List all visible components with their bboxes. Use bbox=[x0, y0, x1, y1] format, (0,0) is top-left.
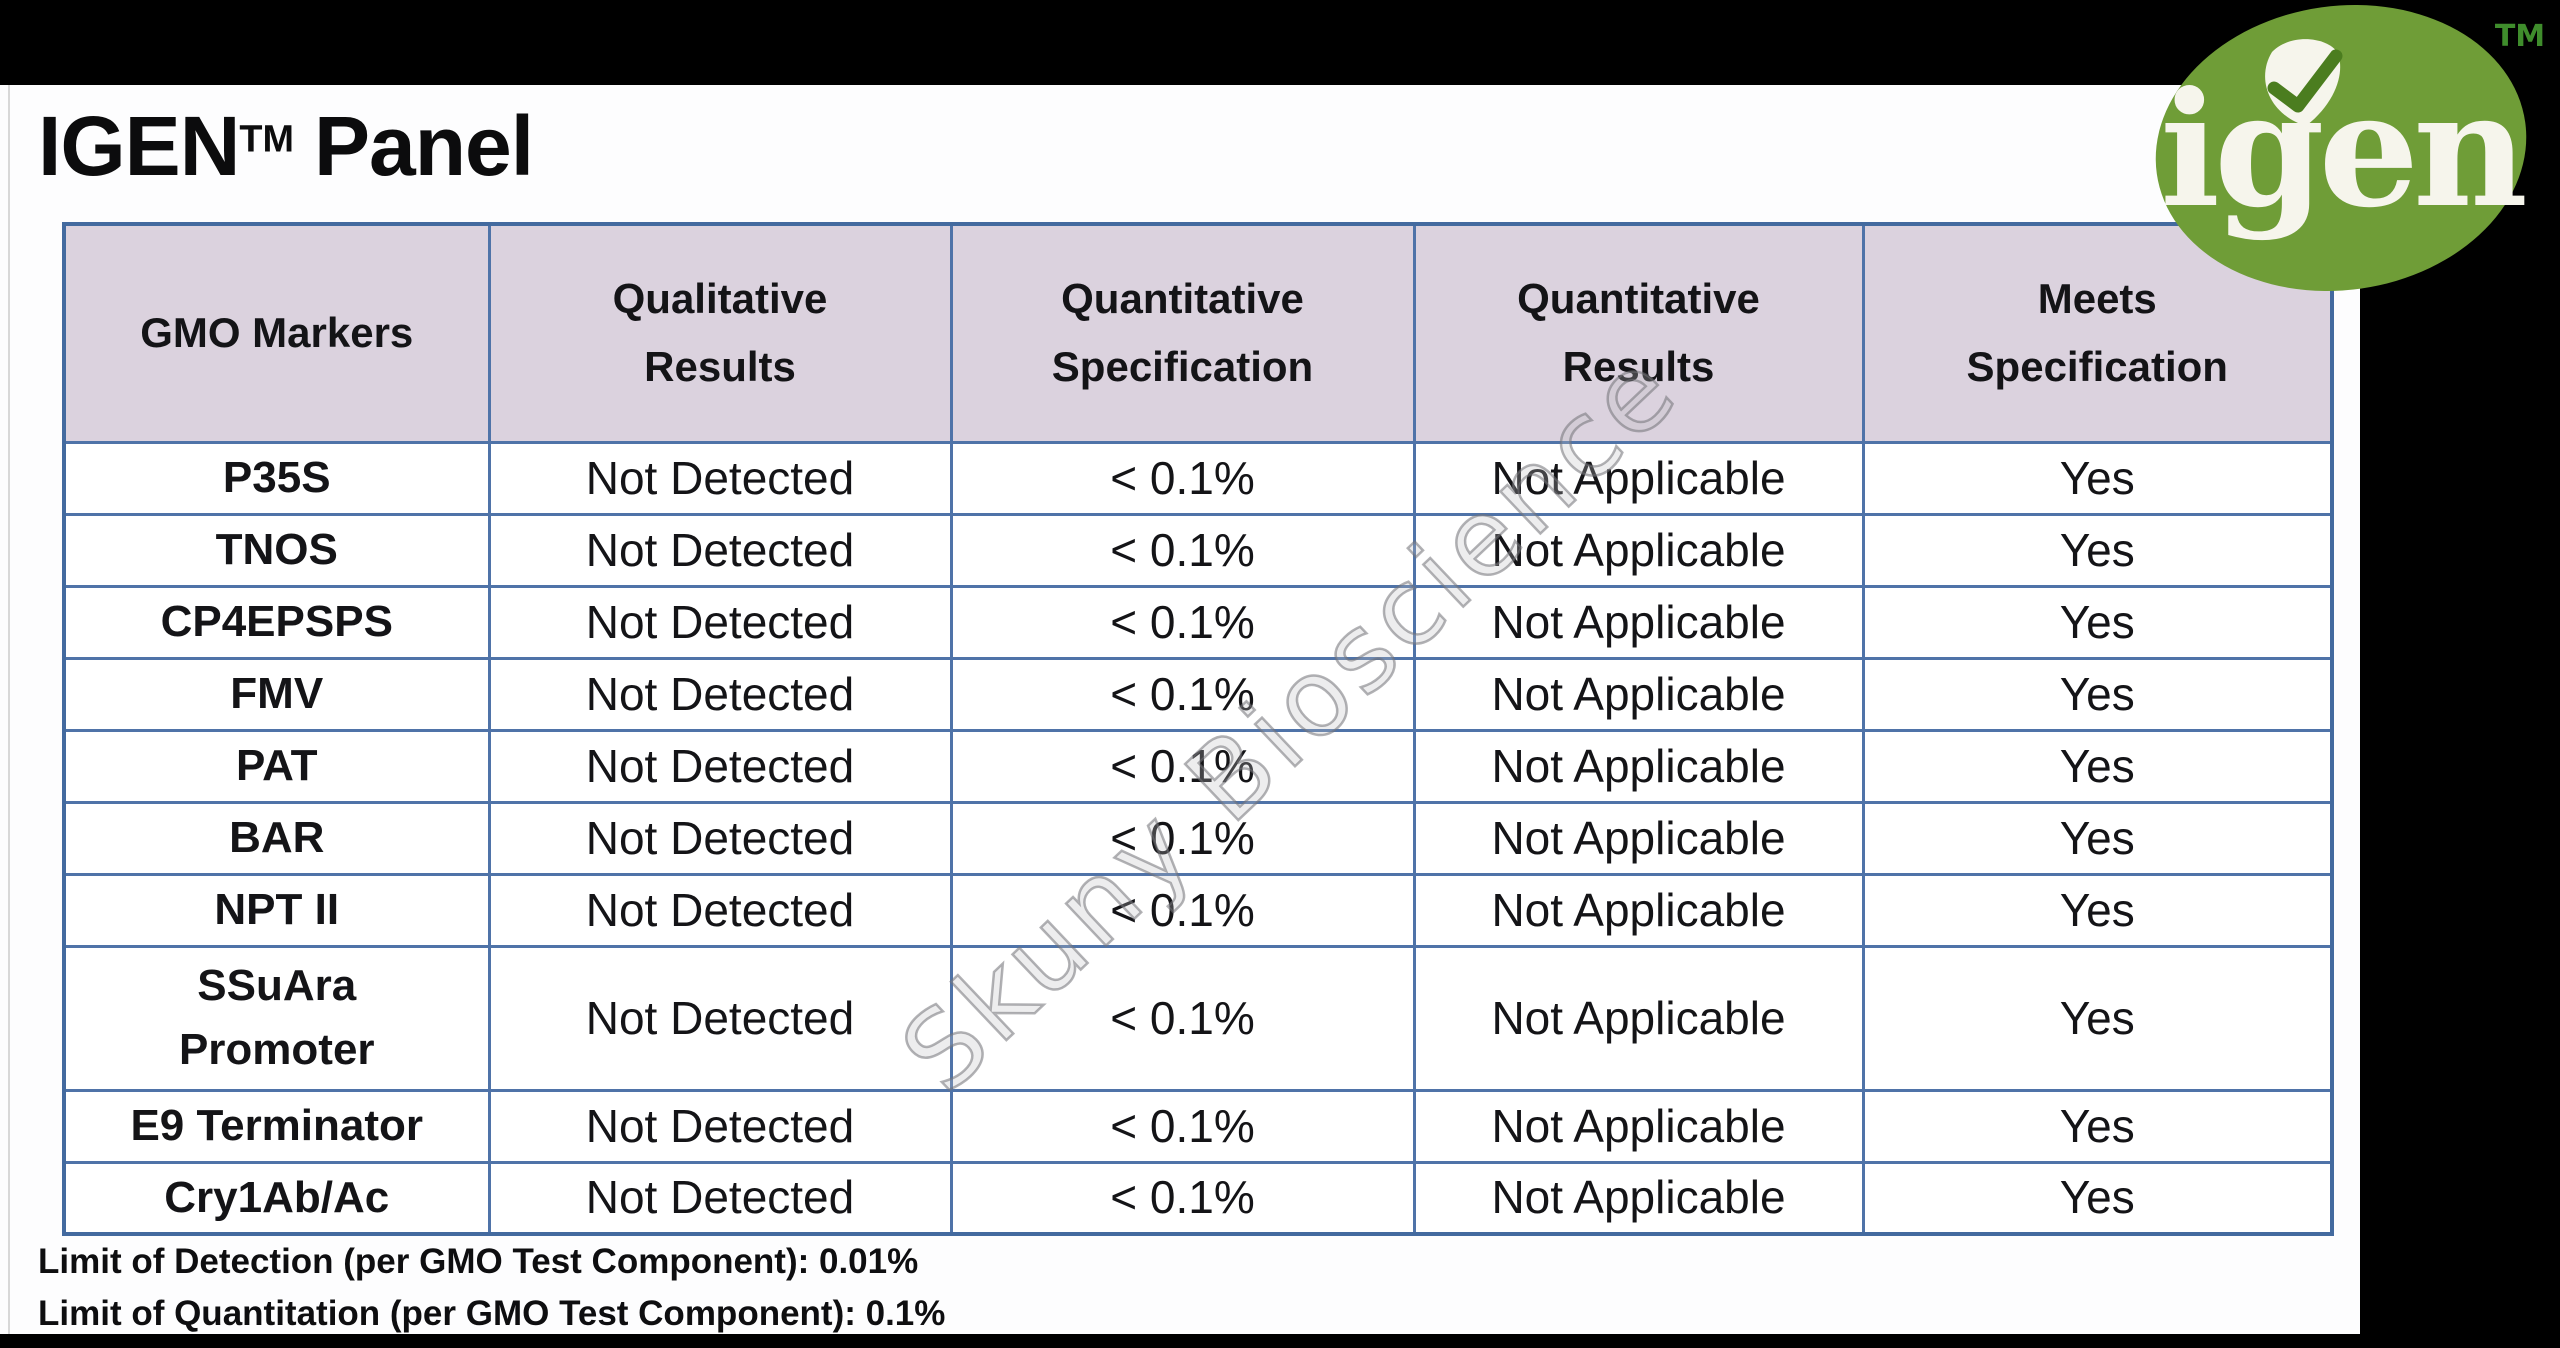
slide-edge-line bbox=[8, 85, 10, 1334]
header-gmo-markers: GMO Markers bbox=[62, 222, 491, 444]
footnote-limit-of-quantitation: Limit of Quantitation (per GMO Test Comp… bbox=[38, 1294, 946, 1333]
marker-cell: P35S bbox=[62, 440, 491, 516]
meets-spec-cell: Yes bbox=[1861, 872, 2334, 948]
quantitative-spec-cell: < 0.1% bbox=[949, 728, 1416, 804]
quantitative-result-cell: Not Applicable bbox=[1412, 440, 1865, 516]
meets-spec-cell: Yes bbox=[1861, 440, 2334, 516]
page-title: IGENTM Panel bbox=[38, 98, 534, 195]
meets-spec-cell: Yes bbox=[1861, 944, 2334, 1092]
igen-logo: igen TM bbox=[2155, 5, 2545, 291]
logo-check-icon bbox=[2267, 49, 2343, 113]
meets-spec-cell: Yes bbox=[1861, 1088, 2334, 1164]
table-row: BAR Not Detected < 0.1% Not Applicable Yes bbox=[62, 800, 2334, 876]
quantitative-result-cell: Not Applicable bbox=[1412, 584, 1865, 660]
table-row: P35S Not Detected < 0.1% Not Applicable Yes bbox=[62, 440, 2334, 516]
title-rest: Panel bbox=[313, 99, 534, 193]
title-tm-superscript: TM bbox=[239, 118, 294, 161]
qualitative-result-cell: Not Detected bbox=[487, 944, 953, 1092]
table-row: TNOS Not Detected < 0.1% Not Applicable Yes bbox=[62, 512, 2334, 588]
quantitative-result-cell: Not Applicable bbox=[1412, 1160, 1865, 1236]
table-header: GMO Markers Qualitative Results Quantita… bbox=[62, 222, 2334, 444]
quantitative-result-cell: Not Applicable bbox=[1412, 728, 1865, 804]
quantitative-spec-cell: < 0.1% bbox=[949, 1160, 1416, 1236]
meets-spec-cell: Yes bbox=[1861, 800, 2334, 876]
quantitative-result-cell: Not Applicable bbox=[1412, 512, 1865, 588]
qualitative-result-cell: Not Detected bbox=[487, 512, 953, 588]
quantitative-spec-cell: < 0.1% bbox=[949, 656, 1416, 732]
quantitative-spec-cell: < 0.1% bbox=[949, 944, 1416, 1092]
quantitative-spec-cell: < 0.1% bbox=[949, 1088, 1416, 1164]
marker-cell: CP4EPSPS bbox=[62, 584, 491, 660]
quantitative-result-cell: Not Applicable bbox=[1412, 872, 1865, 948]
gmo-results-table: GMO Markers Qualitative Results Quantita… bbox=[62, 222, 2334, 1236]
table-row: E9 Terminator Not Detected < 0.1% Not Appli… bbox=[62, 1088, 2334, 1164]
meets-spec-cell: Yes bbox=[1861, 728, 2334, 804]
table-row: PAT Not Detected < 0.1% Not Applicable Yes bbox=[62, 728, 2334, 804]
marker-cell: NPT II bbox=[62, 872, 491, 948]
table-row: NPT II Not Detected < 0.1% Not Applicable Ye… bbox=[62, 872, 2334, 948]
top-black-bar bbox=[0, 0, 2560, 85]
meets-spec-cell: Yes bbox=[1861, 1160, 2334, 1236]
qualitative-result-cell: Not Detected bbox=[487, 728, 953, 804]
qualitative-result-cell: Not Detected bbox=[487, 800, 953, 876]
quantitative-spec-cell: < 0.1% bbox=[949, 440, 1416, 516]
quantitative-spec-cell: < 0.1% bbox=[949, 800, 1416, 876]
marker-cell: BAR bbox=[62, 800, 491, 876]
footnotes: Limit of Detection (per GMO Test Compone… bbox=[38, 1236, 945, 1340]
table-row: FMV Not Detected < 0.1% Not Applicable Yes bbox=[62, 656, 2334, 732]
marker-cell: Cry1Ab/Ac bbox=[62, 1160, 491, 1236]
header-row: GMO Markers Qualitative Results Quantita… bbox=[62, 222, 2334, 444]
table-body: P35S Not Detected < 0.1% Not Applicable Yes T… bbox=[62, 440, 2334, 1236]
marker-cell: E9 Terminator bbox=[62, 1088, 491, 1164]
logo-text: igen bbox=[2160, 58, 2525, 243]
qualitative-result-cell: Not Detected bbox=[487, 1088, 953, 1164]
table-row: CP4EPSPS Not Detected < 0.1% Not Applicable… bbox=[62, 584, 2334, 660]
header-quantitative-results: Quantitative Results bbox=[1412, 222, 1865, 444]
logo-leaf-icon bbox=[2265, 39, 2341, 126]
meets-spec-cell: Yes bbox=[1861, 584, 2334, 660]
quantitative-result-cell: Not Applicable bbox=[1412, 944, 1865, 1092]
header-qualitative-results: Qualitative Results bbox=[487, 222, 953, 444]
meets-spec-cell: Yes bbox=[1861, 656, 2334, 732]
qualitative-result-cell: Not Detected bbox=[487, 872, 953, 948]
title-main: IGEN bbox=[38, 99, 240, 193]
marker-cell: PAT bbox=[62, 728, 491, 804]
marker-cell: SSuAra Promoter bbox=[62, 944, 491, 1092]
qualitative-result-cell: Not Detected bbox=[487, 584, 953, 660]
quantitative-spec-cell: < 0.1% bbox=[949, 872, 1416, 948]
table-row: SSuAra Promoter Not Detected < 0.1% Not Appl… bbox=[62, 944, 2334, 1092]
quantitative-spec-cell: < 0.1% bbox=[949, 512, 1416, 588]
quantitative-result-cell: Not Applicable bbox=[1412, 656, 1865, 732]
header-quantitative-specification: Quantitative Specification bbox=[949, 222, 1416, 444]
quantitative-result-cell: Not Applicable bbox=[1412, 1088, 1865, 1164]
logo-tm: TM bbox=[2495, 19, 2545, 54]
quantitative-spec-cell: < 0.1% bbox=[949, 584, 1416, 660]
qualitative-result-cell: Not Detected bbox=[487, 656, 953, 732]
marker-cell: FMV bbox=[62, 656, 491, 732]
meets-spec-cell: Yes bbox=[1861, 512, 2334, 588]
quantitative-result-cell: Not Applicable bbox=[1412, 800, 1865, 876]
bottom-black-bar bbox=[0, 1334, 2560, 1348]
footnote-limit-of-detection: Limit of Detection (per GMO Test Compone… bbox=[38, 1242, 919, 1281]
qualitative-result-cell: Not Detected bbox=[487, 1160, 953, 1236]
table-row: Cry1Ab/Ac Not Detected < 0.1% Not Applicabl… bbox=[62, 1160, 2334, 1236]
qualitative-result-cell: Not Detected bbox=[487, 440, 953, 516]
logo-ellipse bbox=[2155, 5, 2527, 291]
marker-cell: TNOS bbox=[62, 512, 491, 588]
